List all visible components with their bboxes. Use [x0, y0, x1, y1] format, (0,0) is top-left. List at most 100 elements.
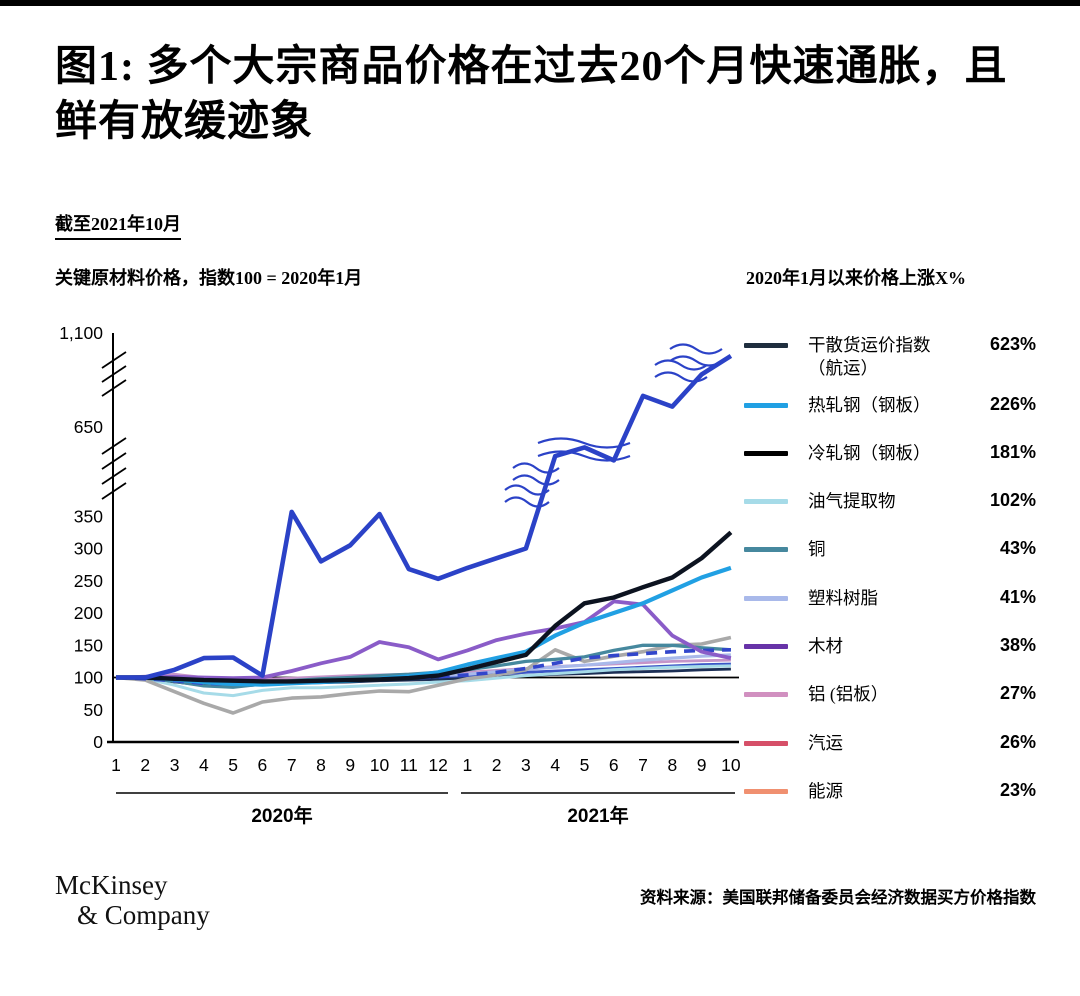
- legend-swatch-shipping: [744, 343, 788, 348]
- legend-item-cold-rolled-steel: 冷轧钢（钢板） 181%: [744, 442, 1036, 465]
- logo-line-1: McKinsey: [55, 870, 168, 900]
- source-note: 资料来源：美国联邦储备委员会经济数据买方价格指数: [640, 888, 1036, 907]
- top-bar: [0, 0, 1080, 6]
- as-of-date: 截至2021年10月: [55, 210, 181, 240]
- y-axis-break-mark-1: [101, 379, 127, 397]
- x-tick-label: 10: [370, 755, 390, 775]
- legend-swatch-plastic-resins: [744, 596, 788, 601]
- y-tick-label: 350: [74, 506, 103, 526]
- legend-swatch-aluminum: [744, 692, 788, 697]
- legend-item-copper: 铜 43%: [744, 538, 1036, 561]
- line-break-squiggle: [512, 474, 560, 486]
- legend-swatch-oil-gas-extraction: [744, 499, 788, 504]
- x-tick-label: 5: [580, 755, 590, 775]
- x-tick-label: 3: [170, 755, 180, 775]
- y-tick-label: 100: [74, 668, 103, 688]
- legend-label-trucking: 汽运: [808, 733, 843, 753]
- legend-label-hot-rolled-steel: 热轧钢（钢板）: [808, 395, 931, 415]
- series-line-lumber: [116, 599, 732, 680]
- legend-value-energy: 23%: [999, 780, 1036, 800]
- legend-value-cold-rolled-steel: 181%: [989, 442, 1036, 462]
- legend-title: 2020年1月以来价格上涨X%: [746, 268, 966, 288]
- x-tick-label: 7: [287, 755, 297, 775]
- x-tick-label: 1: [111, 755, 121, 775]
- legend-label-line2: （航运）: [808, 358, 878, 378]
- x-tick-label: 5: [228, 755, 238, 775]
- line-break-squiggle: [537, 450, 631, 462]
- year-label: 2021年: [567, 804, 628, 827]
- legend-swatch-copper: [744, 547, 788, 552]
- line-break-squiggle: [512, 462, 560, 474]
- x-tick-label: 1: [462, 755, 472, 775]
- chart-legend: 干散货运价指数 （航运） 623% 热轧钢（钢板） 226% 冷轧钢（钢板） 181% 油气提…: [744, 300, 1036, 820]
- x-tick-label: 10: [721, 755, 741, 775]
- logo-line-2: & Company: [77, 900, 210, 930]
- legend-item-plastic-resins: 塑料树脂 41%: [744, 587, 1036, 610]
- line-break-squiggle: [654, 371, 708, 383]
- legend-swatch-lumber: [744, 644, 788, 649]
- y-tick-label: 200: [74, 603, 103, 623]
- legend-item-hot-rolled-steel: 热轧钢（钢板） 226%: [744, 394, 1036, 417]
- legend-value-oil-gas-extraction: 102%: [989, 490, 1036, 510]
- legend-item-oil-gas-extraction: 油气提取物 102%: [744, 490, 1036, 513]
- mckinsey-logo: McKinsey & Company: [55, 870, 210, 930]
- legend-label-energy: 能源: [808, 781, 843, 801]
- line-break-squiggle: [669, 355, 723, 367]
- line-break-squiggle: [669, 343, 723, 355]
- x-tick-label: 2: [492, 755, 502, 775]
- y-axis-break-mark-1: [101, 365, 127, 383]
- x-tick-label: 6: [609, 755, 619, 775]
- series-line-cold-rolled-steel: [116, 530, 733, 684]
- legend-value-copper: 43%: [999, 538, 1036, 558]
- legend-item-energy: 能源 23%: [744, 780, 1036, 803]
- legend-value-hot-rolled-steel: 226%: [989, 394, 1036, 414]
- legend-swatch-hot-rolled-steel: [744, 403, 788, 408]
- x-tick-label: 11: [400, 755, 418, 775]
- line-break-squiggle: [537, 437, 631, 449]
- y-axis-break-mark-2: [101, 467, 127, 485]
- y-tick-label: 250: [74, 571, 103, 591]
- legend-label-cold-rolled-steel: 冷轧钢（钢板）: [808, 443, 931, 463]
- legend-swatch-cold-rolled-steel: [744, 451, 788, 456]
- series-line-hot-rolled-steel: [116, 565, 732, 687]
- x-tick-label: 8: [316, 755, 326, 775]
- legend-value-aluminum: 27%: [999, 683, 1036, 703]
- legend-value-trucking: 26%: [999, 732, 1036, 752]
- x-tick-label: 2: [140, 755, 150, 775]
- legend-value-plastic-resins: 41%: [999, 587, 1036, 607]
- series-line-shipping: [116, 353, 733, 680]
- axis-unit-note: 关键原材料价格，指数100 = 2020年1月: [55, 268, 363, 288]
- y-tick-label: 50: [84, 700, 104, 720]
- legend-swatch-energy: [744, 789, 788, 794]
- x-tick-label: 4: [199, 755, 209, 775]
- y-tick-label: 1,100: [59, 323, 103, 343]
- legend-label-shipping: 干散货运价指数 （航运）: [808, 334, 990, 380]
- line-break-squiggle: [654, 359, 708, 371]
- legend-label-copper: 铜: [808, 539, 826, 559]
- figure-title: 图1: 多个大宗商品价格在过去20个月快速通胀，且鲜有放缓迹象: [55, 44, 1008, 146]
- legend-swatch-trucking: [744, 741, 788, 746]
- y-tick-label: 150: [74, 635, 103, 655]
- x-tick-label: 9: [697, 755, 707, 775]
- y-axis-break-mark-2: [101, 452, 127, 470]
- x-tick-label: 6: [258, 755, 268, 775]
- y-tick-label: 650: [74, 417, 103, 437]
- line-break-squiggle: [504, 484, 550, 496]
- x-tick-label: 7: [638, 755, 648, 775]
- year-label: 2020年: [251, 804, 312, 827]
- y-tick-label: 0: [93, 732, 103, 752]
- line-break-squiggle: [504, 496, 550, 508]
- x-tick-label: 12: [428, 755, 447, 775]
- x-tick-label: 4: [550, 755, 560, 775]
- legend-item-shipping: 干散货运价指数 （航运） 623%: [744, 334, 1036, 380]
- legend-label-lumber: 木材: [808, 636, 843, 656]
- y-axis-break-mark-2: [101, 437, 127, 455]
- legend-item-lumber: 木材 38%: [744, 635, 1036, 658]
- legend-item-trucking: 汽运 26%: [744, 732, 1036, 755]
- y-axis-break-mark-2: [101, 482, 127, 500]
- series-line-oil-gas-extraction: [115, 664, 731, 698]
- legend-item-aluminum: 铝 (铝板） 27%: [744, 683, 1036, 706]
- y-axis-break-mark-1: [101, 351, 127, 369]
- legend-label-plastic-resins: 塑料树脂: [808, 588, 878, 608]
- y-tick-label: 300: [74, 539, 103, 559]
